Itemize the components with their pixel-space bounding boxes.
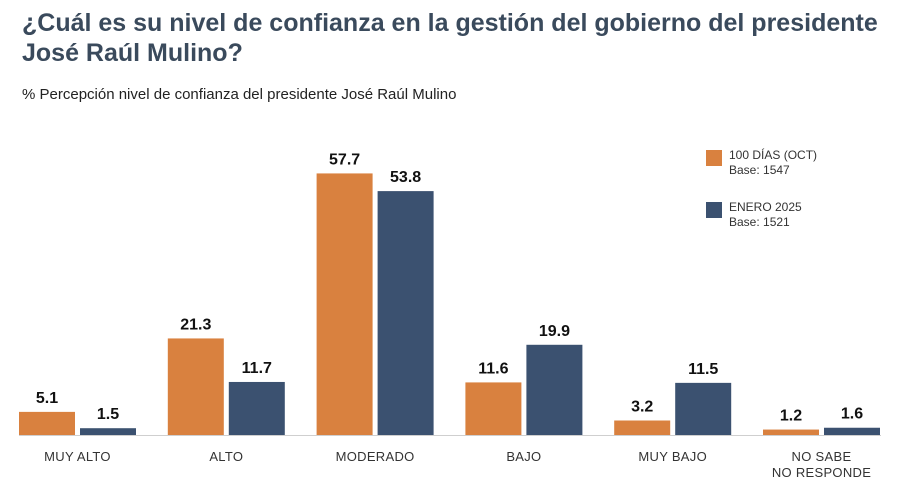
bar-enero-1 <box>228 381 285 435</box>
value-label-oct-3: 11.6 <box>478 360 508 377</box>
value-label-enero-0: 1.5 <box>97 406 119 423</box>
legend-base-enero: Base: 1521 <box>729 215 790 229</box>
bar-oct-5 <box>763 429 819 435</box>
category-label-2: MODERADO <box>336 449 415 464</box>
legend: 100 DÍAS (OCT) Base: 1547 ENERO 2025 Bas… <box>706 148 817 252</box>
legend-label-oct: 100 DÍAS (OCT) <box>729 148 818 162</box>
legend-swatch-enero <box>706 202 722 218</box>
bar-oct-3 <box>465 382 522 435</box>
category-label-3: BAJO <box>506 449 541 464</box>
legend-item-enero: ENERO 2025 Base: 1521 <box>706 200 817 230</box>
legend-label-enero: ENERO 2025 <box>729 200 802 214</box>
bar-oct-4 <box>614 420 671 435</box>
value-label-oct-2: 57.7 <box>329 151 360 168</box>
value-label-oct-0: 5.1 <box>36 390 58 407</box>
legend-item-oct: 100 DÍAS (OCT) Base: 1547 <box>706 148 817 178</box>
bar-enero-2 <box>377 191 434 435</box>
bar-oct-2 <box>316 173 373 435</box>
bar-enero-5 <box>824 427 880 435</box>
value-label-enero-1: 11.7 <box>242 360 272 377</box>
value-label-enero-4: 11.5 <box>688 361 718 378</box>
category-label-1: ALTO <box>209 449 243 464</box>
value-label-oct-1: 21.3 <box>180 316 211 333</box>
value-label-oct-4: 3.2 <box>631 398 653 415</box>
legend-swatch-oct <box>706 150 722 166</box>
bar-oct-1 <box>167 338 224 435</box>
chart-title: ¿Cuál es su nivel de confianza en la ges… <box>22 9 878 67</box>
value-label-enero-2: 53.8 <box>390 169 421 186</box>
category-label-5-1: NO RESPONDE <box>772 465 871 480</box>
bar-enero-4 <box>675 382 732 435</box>
bar-enero-3 <box>526 344 583 435</box>
bar-oct-0 <box>19 411 75 435</box>
category-label-4: MUY BAJO <box>638 449 707 464</box>
category-label-5-0: NO SABE <box>792 449 852 464</box>
category-label-0: MUY ALTO <box>44 449 111 464</box>
chart-subtitle: % Percepción nivel de confianza del pres… <box>22 86 457 103</box>
value-label-oct-5: 1.2 <box>780 408 802 425</box>
value-label-enero-3: 19.9 <box>539 323 570 340</box>
legend-base-oct: Base: 1547 <box>729 163 790 177</box>
bar-enero-0 <box>80 428 136 435</box>
value-label-enero-5: 1.6 <box>841 406 863 423</box>
